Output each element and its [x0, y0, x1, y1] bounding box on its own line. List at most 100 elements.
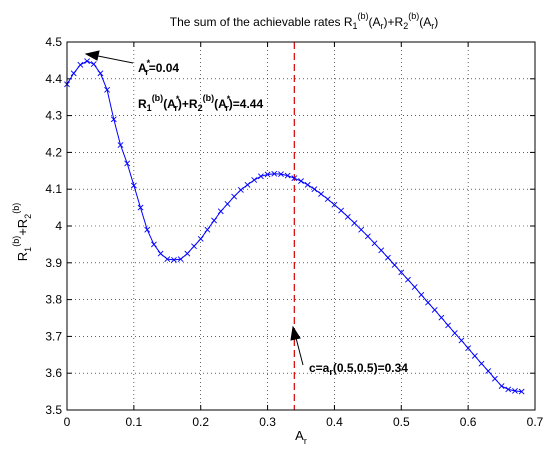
marker-stroke — [378, 247, 385, 254]
marker-stroke — [418, 291, 425, 298]
marker-stroke — [358, 226, 365, 233]
data-point-marker — [398, 269, 405, 276]
c-annotation: c=ar(0.5,0.5)=0.34 — [309, 361, 408, 377]
marker-stroke — [90, 61, 97, 67]
marker-stroke — [384, 254, 391, 261]
marker-stroke — [324, 196, 331, 203]
marker-stroke — [371, 240, 378, 247]
marker-stroke — [291, 175, 298, 182]
data-point-marker — [150, 241, 157, 248]
data-point-marker — [318, 191, 324, 197]
data-point-marker — [124, 160, 131, 167]
data-point-marker — [498, 383, 505, 389]
marker-stroke — [264, 171, 271, 178]
tick-labels: 0 0.1 0.2 0.3 0.4 0.5 0.6 0.7 3.5 3.6 3.7 3.8 3.9 4 4.… — [45, 35, 543, 429]
y-tick-label: 3.6 — [45, 366, 62, 380]
marker-stroke — [104, 86, 111, 93]
marker-stroke — [445, 322, 452, 329]
grid-lines — [67, 42, 535, 410]
data-point-marker — [264, 171, 271, 178]
marker-stroke — [137, 204, 144, 211]
data-point-marker — [104, 86, 111, 93]
marker-stroke — [150, 241, 157, 248]
marker-stroke — [110, 116, 117, 123]
marker-stroke — [124, 160, 131, 167]
data-point-marker — [478, 360, 485, 367]
data-point-marker — [77, 61, 84, 68]
data-point-marker — [191, 243, 197, 250]
y-tick-label: 4.1 — [45, 182, 62, 196]
sum-annotation: R1(b)(A* r)+R2(b)(A* r)=4.44 — [138, 93, 263, 113]
marker-stroke — [512, 387, 518, 394]
data-point-marker — [278, 171, 284, 178]
data-point-marker — [97, 70, 104, 77]
data-point-marker — [371, 240, 378, 247]
data-point-marker — [157, 250, 164, 257]
data-point-marker — [512, 387, 518, 394]
marker-stroke — [485, 368, 492, 374]
data-point-marker — [164, 256, 171, 263]
data-point-marker — [465, 345, 472, 352]
marker-stroke — [465, 345, 472, 352]
marker-stroke — [237, 187, 244, 193]
data-point-marker — [458, 337, 465, 344]
marker-stroke — [438, 314, 445, 321]
marker-stroke — [318, 191, 324, 197]
marker-stroke — [344, 213, 351, 220]
data-point-marker — [298, 178, 304, 185]
marker-stroke — [231, 193, 238, 200]
data-point-marker — [485, 368, 492, 374]
marker-stroke — [498, 383, 505, 389]
data-point-marker — [137, 204, 144, 211]
marker-stroke — [278, 171, 284, 178]
data-point-marker — [204, 226, 211, 233]
data-point-marker — [518, 388, 525, 395]
data-point-marker — [338, 207, 345, 214]
y-axis-label: R1(b)+R2(b) — [11, 203, 33, 261]
marker-stroke — [298, 178, 304, 185]
data-point-marker — [117, 142, 124, 148]
peak-arrow — [92, 54, 134, 64]
data-point-marker — [438, 314, 445, 321]
chart-title: The sum of the achievable rates R1(b)(Ar… — [170, 11, 438, 31]
data-point-marker — [451, 330, 458, 337]
data-point-marker — [378, 247, 385, 254]
data-point-marker — [291, 175, 298, 182]
y-tick-label: 4.4 — [45, 72, 62, 86]
marker-stroke — [191, 243, 197, 250]
marker-stroke — [505, 386, 512, 393]
data-point-marker — [351, 220, 358, 226]
marker-stroke — [171, 256, 177, 263]
marker-stroke — [211, 217, 218, 224]
data-point-marker — [405, 276, 411, 283]
data-point-marker — [90, 61, 97, 67]
data-point-marker — [171, 256, 177, 263]
marker-stroke — [144, 226, 151, 233]
data-point-marker — [425, 299, 431, 306]
marker-stroke — [491, 375, 498, 382]
x-tick-label: 0 — [64, 415, 71, 429]
marker-stroke — [284, 172, 291, 179]
marker-stroke — [204, 226, 211, 233]
data-point-marker — [130, 182, 137, 189]
data-point-marker — [505, 386, 512, 393]
data-point-marker — [304, 181, 311, 188]
marker-stroke — [451, 330, 458, 337]
y-tick-label: 4.3 — [45, 109, 62, 123]
marker-stroke — [97, 70, 104, 77]
plot-frame — [66, 41, 536, 411]
marker-stroke — [70, 70, 77, 77]
marker-stroke — [351, 220, 358, 226]
data-point-marker — [197, 235, 204, 242]
y-tick-label: 4 — [55, 219, 62, 233]
marker-stroke — [257, 173, 264, 180]
marker-stroke — [458, 337, 465, 344]
marker-stroke — [471, 352, 478, 359]
y-tick-label: 4.2 — [45, 145, 62, 159]
marker-stroke — [84, 58, 90, 65]
data-point-marker — [431, 306, 438, 313]
marker-stroke — [117, 142, 124, 148]
data-point-marker — [257, 173, 264, 180]
x-tick-label: 0.2 — [192, 415, 209, 429]
